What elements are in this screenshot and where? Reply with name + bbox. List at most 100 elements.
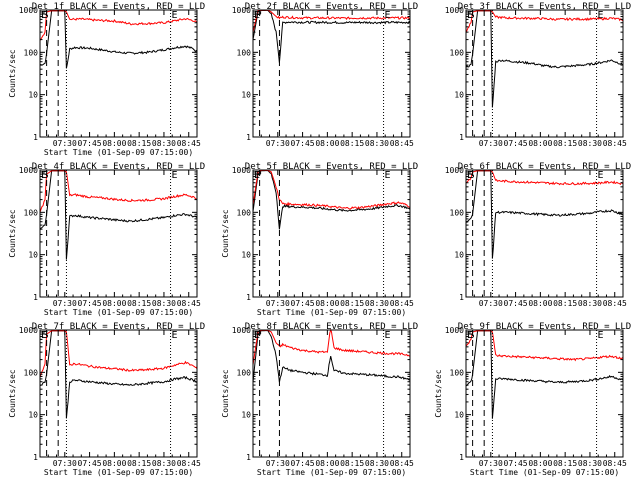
x-tick-label: 07:45 [291,459,315,468]
events-series-line [39,330,198,419]
y-tick-label: 100 [24,368,39,377]
x-tick-label: 08:00 [528,139,552,148]
y-tick-label: 10 [241,91,251,100]
y-tick-label: 1 [33,293,38,302]
y-tick-label: 10 [28,91,38,100]
events-series-line [39,10,198,69]
plot-frame [465,9,624,138]
y-tick-label: 1000 [19,326,38,335]
x-tick-label: 07:45 [78,139,102,148]
x-tick-label: 07:30 [53,459,77,468]
y-tick-label: 1000 [232,6,251,15]
event-marker-label: S [469,330,475,341]
chart-panel-6: 07:30 07:45 08:00 08:15 08:30 08:45 1 10 100 1000… [445,162,631,308]
chart-panel-8: 07:30 07:45 08:00 08:15 08:30 08:45 1 10 100 1000… [221,322,418,477]
y-tick-label: 1 [459,293,464,302]
lld-series-line [252,9,411,33]
event-marker-label: E [172,170,178,181]
x-tick-label: 07:45 [291,139,315,148]
y-tick-label: 10 [454,411,464,420]
event-marker-label: E [172,330,178,341]
y-tick-label: 1 [246,453,251,462]
x-tick-label: 08:15 [553,459,577,468]
x-tick-label: 07:45 [504,139,528,148]
x-tick-label: 07:45 [504,299,528,308]
y-tick-label: 10 [28,411,38,420]
event-marker-label: E [467,10,473,21]
lld-series-line [39,10,198,41]
x-tick-label: 08:15 [553,139,577,148]
y-tick-label: 10 [28,251,38,260]
x-tick-label: 08:45 [603,139,627,148]
x-tick-label: 07:30 [266,139,290,148]
x-axis-label: Start Time (01-Sep-09 07:15:00) [257,468,406,477]
x-tick-label: 08:15 [340,459,364,468]
event-marker-label: E [598,170,604,181]
x-tick-label: 07:45 [504,459,528,468]
chart-panel-2: 07:30 07:45 08:00 08:15 08:30 08:45 1 10 100 1000… [232,2,418,148]
event-marker-label: E [385,10,391,21]
event-marker-label: E [467,330,473,341]
x-tick-label: 08:45 [177,459,201,468]
y-tick-label: 1000 [445,6,464,15]
x-tick-label: 08:45 [603,459,627,468]
x-axis-label: Start Time (01-Sep-09 07:15:00) [470,468,619,477]
chart-title: Det 3f BLACK = Events, RED = LLD [458,2,631,12]
x-tick-label: 07:30 [266,299,290,308]
chart-panel-1: 07:30 07:45 08:00 08:15 08:30 08:45 1 10 100 1000… [8,2,205,157]
lld-series-line [465,330,624,362]
chart-panel-3: 07:30 07:45 08:00 08:15 08:30 08:45 1 10 100 1000… [445,2,631,148]
lld-series-line [252,169,411,210]
event-marker-label: E [385,330,391,341]
event-marker-label: E [385,170,391,181]
y-tick-label: 1 [459,133,464,142]
x-tick-label: 08:00 [528,459,552,468]
event-marker-label: S [469,10,475,21]
events-series-line [465,170,623,259]
x-tick-label: 08:00 [315,139,339,148]
x-tick-label: 08:15 [127,459,151,468]
x-tick-label: 07:45 [291,299,315,308]
y-tick-label: 100 [24,208,39,217]
chart-title: Det 8f BLACK = Events, RED = LLD [245,322,418,332]
event-marker-label: E [598,330,604,341]
event-marker-label: E [254,330,260,341]
y-axis-label: Counts/sec [8,369,17,417]
lld-series-line [465,10,624,33]
chart-title: Det 4f BLACK = Events, RED = LLD [32,162,205,172]
x-tick-label: 07:30 [53,299,77,308]
event-marker-label: E [254,170,260,181]
x-tick-label: 08:30 [152,299,176,308]
plot-frame [465,329,624,458]
y-tick-label: 1 [33,133,38,142]
x-tick-label: 08:30 [365,139,389,148]
y-tick-label: 10 [241,411,251,420]
y-tick-label: 1 [33,453,38,462]
x-tick-label: 08:30 [578,299,602,308]
y-tick-label: 100 [24,48,39,57]
x-tick-label: 08:00 [315,459,339,468]
x-tick-label: 08:30 [578,139,602,148]
plot-frame [252,169,411,298]
x-tick-label: 08:45 [603,299,627,308]
y-tick-label: 100 [450,368,465,377]
chart-title: Det 6f BLACK = Events, RED = LLD [458,162,631,172]
x-tick-label: 08:30 [365,459,389,468]
x-tick-label: 08:15 [340,139,364,148]
y-axis-label: Counts/sec [221,369,230,417]
chart-title: Det 9f BLACK = Events, RED = LLD [458,322,631,332]
event-marker-label: S [43,330,49,341]
x-tick-label: 08:30 [152,459,176,468]
event-marker-label: P [256,330,262,341]
y-tick-label: 1000 [19,166,38,175]
event-marker-label: S [43,10,49,21]
lld-series-line [39,170,198,213]
event-marker-label: E [467,170,473,181]
x-tick-label: 08:15 [553,299,577,308]
y-axis-label: Counts/sec [221,209,230,257]
y-tick-label: 10 [454,251,464,260]
y-tick-label: 100 [237,48,252,57]
x-tick-label: 08:00 [102,459,126,468]
x-tick-label: 07:30 [479,139,503,148]
x-tick-label: 07:30 [53,139,77,148]
